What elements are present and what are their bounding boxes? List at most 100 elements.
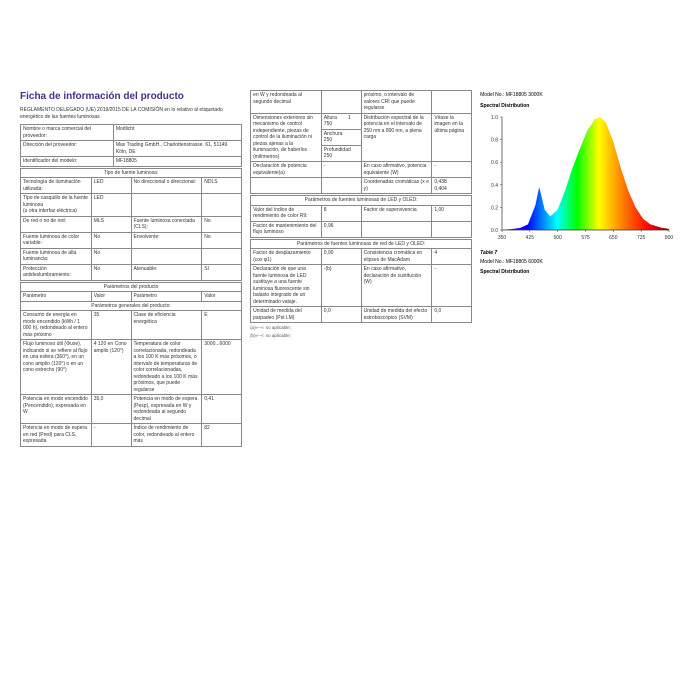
product-params-table: Parámetros del producto Parámetro Valor … bbox=[20, 282, 242, 447]
dimmable-value: Sí bbox=[202, 264, 242, 280]
cri-value: 82 bbox=[202, 424, 242, 447]
column-2: en W y redondeada al segundo decimal pró… bbox=[250, 90, 472, 448]
disp-label: Factor de desplazamiento (cos φ1) bbox=[251, 249, 322, 265]
param-label-2: Parámetro bbox=[131, 292, 202, 302]
chrom-values: 0,4380,404 bbox=[432, 178, 472, 194]
svg-text:650: 650 bbox=[609, 235, 618, 241]
svg-text:0.6: 0.6 bbox=[491, 160, 498, 166]
mains-label: De red o no de red: bbox=[21, 216, 92, 232]
macadam-value: 4 bbox=[432, 249, 472, 265]
flux-value: 4 120 en Cono amplio (120°) bbox=[91, 340, 131, 395]
flicker-label: Unidad de medida del parpadeo (Pst LM) bbox=[251, 307, 322, 323]
chart1-title: Spectral Distribution bbox=[480, 103, 680, 110]
survival-value: 1,00 bbox=[432, 205, 472, 221]
product-params-section: Parámetros del producto bbox=[21, 282, 242, 292]
power-on-label: Potencia en modo encendido (Pencendido),… bbox=[21, 395, 92, 424]
led-params-section: Parámetros de fuentes luminosas de LED y… bbox=[251, 196, 472, 206]
strobo-value: 0,0 bbox=[432, 307, 472, 323]
energy-value: 35 bbox=[91, 311, 131, 340]
svg-text:350: 350 bbox=[498, 235, 507, 241]
equiv-value: - bbox=[321, 162, 361, 178]
column-3: Model No.: MF18805 3000K Spectral Distri… bbox=[480, 90, 680, 448]
connected-label: Fuente luminosa conectada (CLS): bbox=[131, 216, 202, 232]
fluor-value: -(b) bbox=[321, 265, 361, 307]
spectral-dist-label: Distribución espectral de la potencia en… bbox=[361, 113, 432, 162]
antiglare-value: No bbox=[91, 264, 131, 280]
cri-interval-label: próximo, o intervalo de valores CRI que … bbox=[361, 91, 432, 114]
cct-value: 3000...6000 bbox=[202, 340, 242, 395]
socket-value: LED bbox=[91, 194, 131, 217]
disp-value: 0,90 bbox=[321, 249, 361, 265]
led-params-table: Parámetros de fuentes luminosas de LED y… bbox=[250, 195, 472, 238]
footnote-b: (b)«–»: no aplicable; bbox=[250, 333, 472, 339]
svg-text:0.4: 0.4 bbox=[491, 183, 498, 189]
chart1-model: Model No.: MF18805 3000K bbox=[480, 92, 680, 99]
light-type-table: Tipo de fuente luminosa: Tecnología de i… bbox=[20, 168, 242, 281]
param-label-1: Parámetro bbox=[21, 292, 92, 302]
highlum-value: No bbox=[91, 248, 131, 264]
svg-text:575: 575 bbox=[581, 235, 590, 241]
fluor-label: Declaración de que una fuente luminosa d… bbox=[251, 265, 322, 307]
supplier-table: Nombre o marca comercial del proveedor: … bbox=[20, 124, 242, 167]
macadam-label: Consistencia cromática en elipses de Mac… bbox=[361, 249, 432, 265]
footnote-a: (a)«–»: no aplicable; bbox=[250, 325, 472, 331]
spectral-dist-value: Véase la imagen en la última página bbox=[432, 113, 472, 162]
depth-cell: Profundidad 250 bbox=[321, 145, 361, 161]
chrom-label: Coordenadas cromáticas (x e y) bbox=[361, 178, 432, 194]
power-on-value: 35,0 bbox=[91, 395, 131, 424]
r9-label: Valor del índice de rendimiento de color… bbox=[251, 205, 322, 221]
height-cell: Altura 1 750 bbox=[321, 113, 361, 129]
value-label-1: Valor bbox=[91, 292, 131, 302]
svg-text:500: 500 bbox=[554, 235, 563, 241]
antiglare-label: Protección antideslumbramiento: bbox=[21, 264, 92, 280]
svg-text:425: 425 bbox=[526, 235, 535, 241]
supplier-name-value: Modlicht bbox=[113, 125, 241, 141]
svg-text:0.2: 0.2 bbox=[491, 205, 498, 211]
sust-label: En caso afirmativo, declaración de susti… bbox=[361, 265, 432, 307]
page-title: Ficha de información del producto bbox=[20, 90, 242, 103]
svg-text:800: 800 bbox=[665, 235, 674, 241]
strobo-label: Unidad de medida del efecto estroboscópi… bbox=[361, 307, 432, 323]
color-label: Fuente luminosa de color variable: bbox=[21, 232, 92, 248]
color-value: No bbox=[91, 232, 131, 248]
power-sb-label: Potencia en modo de espera (Pesp), expre… bbox=[131, 395, 202, 424]
width-cell: Anchura 250 bbox=[321, 129, 361, 145]
tech-label: Tecnología de iluminación utilizada: bbox=[21, 178, 92, 194]
column-1: Ficha de información del producto REGLAM… bbox=[20, 90, 242, 448]
model-id-label: Identificador del modelo: bbox=[21, 157, 114, 167]
regulation-subtitle: REGLAMENTO DELEGADO (UE) 2019/2015 DE LA… bbox=[20, 107, 242, 120]
chart2-title: Spectral Distribution bbox=[480, 269, 680, 276]
cri-label: Índice de rendimiento de color, redondea… bbox=[131, 424, 202, 447]
maint-label: Factor de mantenimiento del flujo lumino… bbox=[251, 221, 322, 237]
dimmable-label: Atenuable: bbox=[131, 264, 202, 280]
col2-top-table: en W y redondeada al segundo decimal pró… bbox=[250, 90, 472, 194]
flicker-value: 0,0 bbox=[321, 307, 361, 323]
power-sb-value: 0,41 bbox=[202, 395, 242, 424]
chart2-model: Model No.: MF18805 6000K bbox=[480, 259, 680, 266]
table-label: Table 7 bbox=[480, 250, 680, 257]
mains-value: MLS bbox=[91, 216, 131, 232]
power-net-label: Potencia en modo de espera en red (Pred)… bbox=[21, 424, 92, 447]
supplier-name-label: Nombre o marca comercial del proveedor: bbox=[21, 125, 114, 141]
equiv-yes-label: En caso afirmativo, potencia equivalente… bbox=[361, 162, 432, 178]
tech-value: LED bbox=[91, 178, 131, 194]
light-type-section: Tipo de fuente luminosa: bbox=[21, 168, 242, 178]
envelope-value: No bbox=[202, 232, 242, 248]
sust-value: - bbox=[432, 265, 472, 307]
power-net-value: - bbox=[91, 424, 131, 447]
r9-value: 8 bbox=[321, 205, 361, 221]
highlum-label: Fuente luminosa de alta luminancia: bbox=[21, 248, 92, 264]
cct-label: Temperatura de color correlacionada, red… bbox=[131, 340, 202, 395]
equiv-label: Declaración de potencia equivalente(a) bbox=[251, 162, 322, 178]
decimal-note: en W y redondeada al segundo decimal bbox=[251, 91, 322, 114]
svg-text:725: 725 bbox=[637, 235, 646, 241]
mains-led-section: Parámetros de fuentes luminosas de red d… bbox=[251, 239, 472, 249]
directional-value: NDLS bbox=[202, 178, 242, 194]
class-label: Clase de eficiencia energética bbox=[131, 311, 202, 340]
svg-text:1.0: 1.0 bbox=[491, 115, 498, 121]
survival-label: Factor de supervivencia bbox=[361, 205, 432, 221]
mains-led-table: Parámetros de fuentes luminosas de red d… bbox=[250, 239, 472, 324]
spectral-chart-3000k: 0.00.20.40.60.81.0350425500575650725800 bbox=[480, 111, 675, 246]
class-value: E bbox=[202, 311, 242, 340]
model-id-value: MF18805 bbox=[113, 157, 241, 167]
